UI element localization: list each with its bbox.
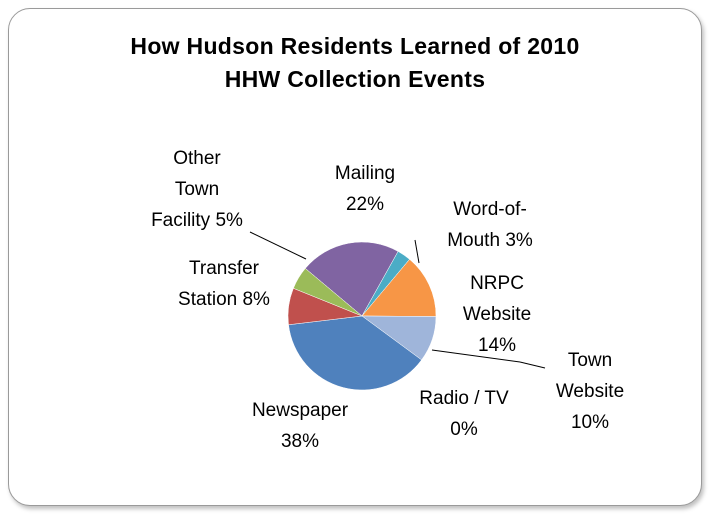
- value-label: 14%: [477, 335, 517, 356]
- chart-title: How Hudson Residents Learned of 2010 HHW…: [130, 33, 580, 92]
- leader-line: [249, 231, 307, 260]
- value-label: 38%: [280, 431, 320, 452]
- pie-slice: [288, 315, 422, 391]
- value-label: 8%: [242, 289, 270, 310]
- category-label: Radio / TV: [419, 388, 509, 409]
- pie-slice: [293, 268, 363, 317]
- value-label: 3%: [505, 230, 533, 251]
- leader-line: [414, 239, 420, 264]
- value-label: 22%: [345, 194, 385, 215]
- category-label: Newspaper: [251, 400, 349, 421]
- data-label: Newspaper 38%: [250, 395, 350, 457]
- category-label: NRPC Website: [462, 273, 532, 325]
- data-label: Other Town Facility 5%: [149, 143, 245, 236]
- data-label: NRPC Website 14%: [455, 268, 539, 361]
- category-label: Mailing: [334, 163, 396, 184]
- category-label: Transfer Station: [178, 258, 260, 310]
- category-label: Word-of-Mouth: [447, 199, 527, 251]
- category-label: Town Website: [555, 350, 625, 402]
- value-label: 10%: [570, 412, 610, 433]
- value-label: 0%: [450, 419, 478, 440]
- pie-slice: [304, 241, 399, 317]
- leader-line: [519, 361, 546, 369]
- data-label: Word-of-Mouth 3%: [440, 194, 540, 256]
- pie-slice: [361, 258, 437, 317]
- data-label: Town Website 10%: [551, 345, 629, 438]
- data-label: Mailing 22%: [326, 158, 404, 220]
- value-label: 5%: [215, 210, 243, 231]
- data-label: Transfer Station 8%: [171, 253, 277, 315]
- category-label: Other Town Facility: [151, 148, 221, 231]
- leader-line: [431, 349, 521, 363]
- data-label: Radio / TV 0%: [414, 383, 514, 445]
